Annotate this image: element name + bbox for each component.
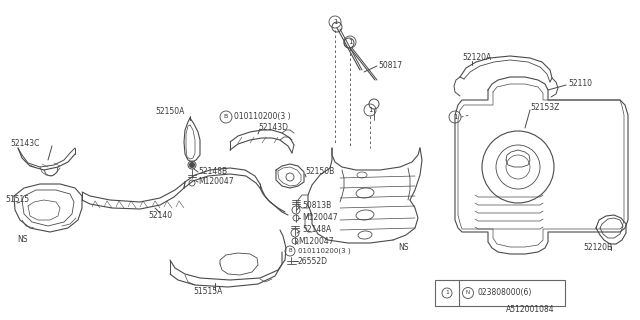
Text: 50817: 50817 <box>378 60 402 69</box>
Text: 50813B: 50813B <box>302 201 332 210</box>
Text: 52120B: 52120B <box>584 244 612 252</box>
Text: 010110200(3 ): 010110200(3 ) <box>298 248 351 254</box>
Text: A512001084: A512001084 <box>506 306 554 315</box>
Text: N: N <box>466 291 470 295</box>
Text: 52140: 52140 <box>148 211 172 220</box>
Text: B: B <box>288 249 292 253</box>
Text: M120047: M120047 <box>302 213 338 222</box>
Text: 52150A: 52150A <box>155 108 184 116</box>
Text: 51515: 51515 <box>5 196 29 204</box>
Text: 1: 1 <box>348 39 352 45</box>
Text: 52143C: 52143C <box>10 139 40 148</box>
Circle shape <box>189 163 195 167</box>
Text: 26552D: 26552D <box>298 258 328 267</box>
Text: NS: NS <box>17 236 28 244</box>
Text: 52148A: 52148A <box>302 226 332 235</box>
Text: 1: 1 <box>452 114 457 120</box>
Text: 52110: 52110 <box>568 78 592 87</box>
Text: 51515A: 51515A <box>193 287 223 297</box>
Text: 1: 1 <box>368 107 372 113</box>
Text: 1: 1 <box>333 19 337 25</box>
Text: 023808000(6): 023808000(6) <box>477 289 531 298</box>
Text: 52150B: 52150B <box>305 167 334 177</box>
Text: M120047: M120047 <box>298 237 333 246</box>
Text: 52153Z: 52153Z <box>530 103 559 113</box>
Bar <box>435 280 565 306</box>
Text: NS: NS <box>398 244 408 252</box>
Text: 52120A: 52120A <box>462 53 492 62</box>
Text: 1: 1 <box>445 291 449 295</box>
Text: 010110200(3 ): 010110200(3 ) <box>234 113 291 122</box>
Text: 52143D: 52143D <box>258 123 288 132</box>
Text: B: B <box>224 115 228 119</box>
Text: M120047: M120047 <box>198 178 234 187</box>
Text: 52148B: 52148B <box>198 167 227 177</box>
